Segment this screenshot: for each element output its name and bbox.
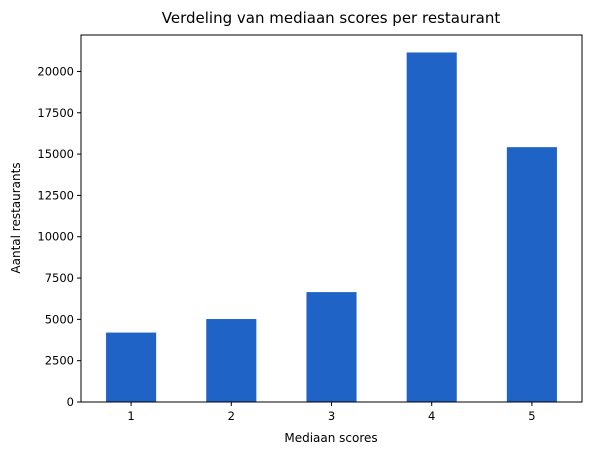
x-tick-label-4: 4 — [428, 409, 435, 423]
x-axis-label: Mediaan scores — [284, 431, 377, 445]
y-tick-label-20000: 20000 — [37, 64, 74, 78]
bar-4 — [406, 52, 457, 402]
x-tick-label-3: 3 — [328, 409, 335, 423]
y-tick-label-15000: 15000 — [37, 147, 74, 161]
y-tick-label-17500: 17500 — [37, 106, 74, 120]
x-axis: 1 2 3 4 5 — [127, 402, 536, 423]
chart-title: Verdeling van mediaan scores per restaur… — [162, 9, 501, 27]
plot-frame — [80, 34, 583, 403]
y-axis: 0 2500 5000 7500 10000 12500 15000 17500 20000 — [37, 64, 81, 409]
y-tick-label-10000: 10000 — [37, 230, 74, 244]
y-tick-label-12500: 12500 — [37, 188, 74, 202]
x-tick-label-2: 2 — [228, 409, 235, 423]
y-tick-label-7500: 7500 — [45, 271, 74, 285]
bar-5 — [506, 147, 557, 402]
bar-2 — [206, 319, 257, 402]
y-axis-label: Aantal restaurants — [9, 162, 23, 273]
bar-1 — [106, 332, 157, 402]
x-tick-label-1: 1 — [127, 409, 134, 423]
bar-3 — [306, 292, 357, 402]
y-tick-label-0: 0 — [67, 395, 74, 409]
y-tick-label-2500: 2500 — [45, 354, 74, 368]
x-tick-label-5: 5 — [528, 409, 535, 423]
y-tick-label-5000: 5000 — [45, 312, 74, 326]
bars-group — [106, 52, 557, 402]
